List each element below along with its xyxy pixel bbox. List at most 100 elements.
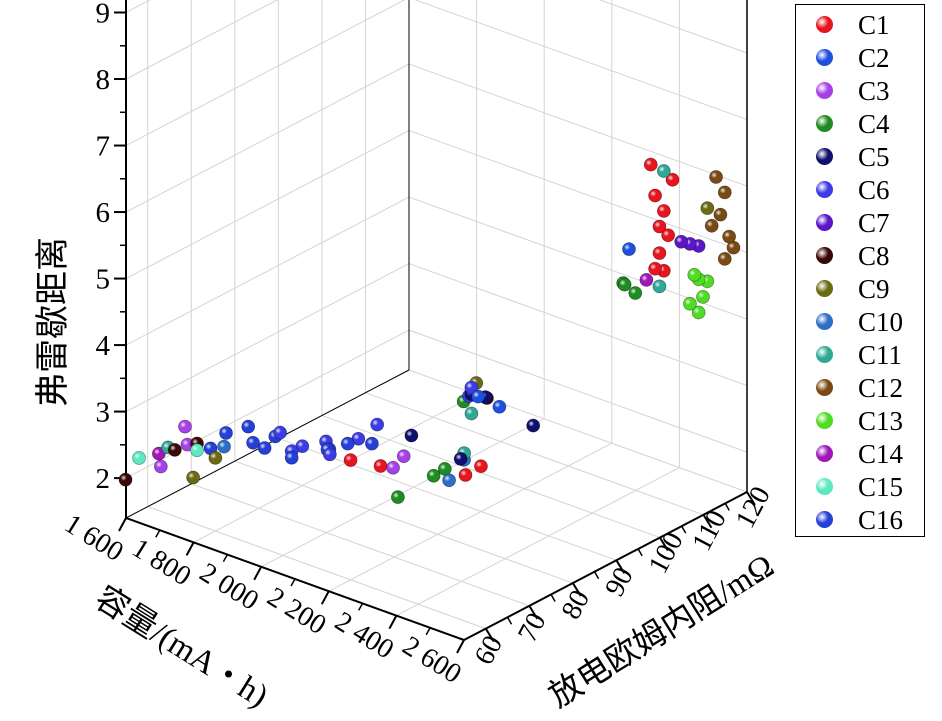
point-shading	[687, 267, 702, 282]
legend-marker	[816, 511, 833, 528]
x-tick	[253, 566, 263, 581]
point-shading	[639, 273, 654, 287]
point-shading	[464, 380, 479, 395]
y-minor-tick	[637, 548, 643, 557]
y-axis-line	[463, 491, 748, 641]
legend-marker	[816, 478, 833, 495]
grid-line	[365, 392, 704, 516]
grid-line	[191, 483, 530, 607]
legend-marker	[816, 16, 833, 33]
y-minor-tick	[506, 616, 513, 625]
legend-item-c2: C2	[796, 43, 924, 73]
legend-item-c8: C8	[796, 241, 924, 271]
grid-line	[125, 263, 410, 413]
point-shading	[652, 279, 667, 294]
legend-label: C12	[858, 373, 904, 403]
point-shading	[404, 428, 419, 443]
point-shading	[656, 164, 671, 178]
legend-label: C1	[858, 10, 890, 40]
legend-marker	[816, 82, 833, 99]
y-tick	[702, 514, 713, 529]
legend-label: C6	[858, 175, 890, 205]
legend-label: C14	[858, 439, 904, 469]
point-shading	[178, 419, 192, 434]
grid-line	[598, 0, 748, 54]
point-shading	[704, 218, 719, 233]
legend-item-c11: C11	[796, 340, 924, 370]
x-tick	[320, 590, 330, 605]
point-shading	[217, 439, 231, 454]
point-shading	[622, 242, 636, 257]
point-shading	[713, 207, 728, 222]
point-shading	[700, 201, 715, 216]
legend-label: C9	[858, 274, 890, 304]
legend-label: C2	[858, 43, 890, 73]
legend-item-c13: C13	[796, 406, 924, 436]
point-shading	[390, 490, 405, 505]
legend-label: C10	[858, 307, 904, 337]
legend-marker	[816, 346, 833, 363]
x-minor-tick	[290, 578, 296, 587]
x-tick-label: 2 600	[397, 630, 467, 690]
legend-item-c5: C5	[796, 142, 924, 172]
legend-item-c1: C1	[796, 10, 924, 40]
legend-marker	[816, 181, 833, 198]
point-shading	[691, 305, 706, 320]
point-shading	[190, 443, 204, 458]
x-minor-tick	[425, 627, 431, 636]
point-shading	[343, 453, 358, 467]
y-tick	[571, 582, 582, 597]
legend-label: C5	[858, 142, 890, 172]
point-shading	[153, 459, 168, 474]
x-tick	[185, 541, 195, 556]
y-minor-tick	[593, 571, 600, 580]
point-shading	[241, 419, 256, 434]
point-shading	[453, 451, 468, 466]
grid-line	[125, 0, 406, 146]
point-shading	[208, 450, 223, 465]
y-tick	[659, 537, 669, 552]
grid-line	[125, 63, 410, 213]
legend-marker	[816, 412, 833, 429]
y-tick-label: 70	[512, 608, 553, 647]
point-shading	[492, 399, 507, 414]
grid-line	[328, 442, 613, 592]
legend: C1 C2 C3 C4 C5 C6 C7 C8 C9 C10 C11 C12 C13 C14 C15 C16	[795, 4, 925, 537]
x-tick	[456, 639, 465, 654]
point-shading	[652, 219, 667, 234]
z-tick-label: 4	[96, 330, 111, 362]
grid-line	[414, 0, 748, 121]
legend-marker	[816, 313, 833, 330]
legend-marker	[816, 49, 833, 66]
legend-label: C3	[858, 76, 890, 106]
legend-label: C16	[858, 505, 904, 535]
z-tick-label: 5	[96, 264, 111, 296]
point-shading	[364, 436, 379, 451]
legend-marker	[816, 445, 833, 462]
grid-line	[193, 393, 477, 543]
grid-line	[408, 329, 748, 453]
x-tick-label: 2 000	[194, 557, 264, 617]
point-shading	[426, 468, 441, 483]
point-shading	[373, 459, 388, 473]
grid-line	[408, 369, 748, 493]
x-minor-tick	[357, 603, 364, 611]
point-shading	[696, 289, 710, 304]
y-minor-tick	[681, 525, 687, 534]
legend-item-c6: C6	[796, 175, 924, 205]
y-minor-tick	[550, 594, 556, 602]
point-shading	[526, 418, 541, 433]
point-shading	[652, 246, 667, 261]
grid-line	[408, 263, 748, 387]
legend-label: C13	[858, 406, 904, 436]
point-shading	[717, 185, 732, 200]
point-shading	[683, 296, 697, 311]
y-tick-label: 120	[730, 482, 777, 534]
point-shading	[458, 468, 473, 482]
legend-item-c3: C3	[796, 76, 924, 106]
legend-label: C7	[858, 208, 890, 238]
x-tick-label: 1 800	[126, 533, 196, 593]
point-shading	[661, 228, 676, 243]
legend-item-c4: C4	[796, 109, 924, 139]
